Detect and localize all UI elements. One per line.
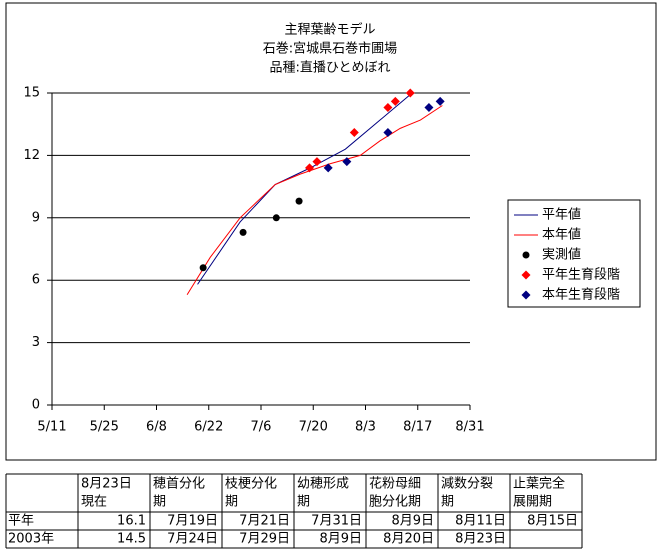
series-line [197, 92, 413, 285]
data-point [405, 88, 415, 98]
data-point [312, 157, 322, 167]
data-point [239, 228, 247, 236]
table-cell: 2003年 [8, 532, 54, 547]
x-tick-label: 6/22 [194, 420, 223, 435]
table-header: 止葉完全 [513, 476, 565, 492]
legend-label: 本年値 [542, 227, 581, 243]
table-cell: 16.1 [117, 514, 146, 529]
table-cell: 14.5 [117, 532, 146, 547]
y-tick-label: 3 [32, 335, 40, 350]
y-tick-label: 0 [32, 398, 40, 413]
legend-swatch [521, 270, 531, 280]
x-tick-label: 6/8 [146, 420, 167, 435]
x-tick-label: 5/25 [90, 420, 119, 435]
table-cell: 8月20日 [383, 532, 434, 547]
x-tick-label: 8/17 [403, 420, 432, 435]
table-cell: 7月31日 [311, 514, 362, 529]
table-header: 期 [441, 495, 454, 510]
table-header: 穂首分化 [153, 477, 205, 492]
data-point [199, 264, 207, 272]
data-point [323, 163, 333, 173]
legend-label: 本年生育段階 [542, 287, 620, 303]
table-header: 枝梗分化 [225, 477, 277, 492]
table-cell: 7月21日 [239, 514, 290, 529]
chart-subtitle: 品種:直播ひとめぼれ [270, 60, 391, 76]
data-point [342, 157, 352, 167]
y-tick-label: 6 [32, 273, 40, 288]
data-point [295, 197, 303, 205]
table-cell: 8月9日 [319, 532, 362, 547]
table-header: 期 [153, 495, 166, 510]
table-header: 減数分裂 [441, 476, 493, 492]
y-tick-label: 12 [23, 148, 40, 163]
x-tick-label: 5/11 [37, 420, 66, 435]
table-cell: 7月29日 [239, 532, 290, 547]
x-tick-label: 8/31 [455, 420, 484, 435]
y-tick-label: 15 [23, 86, 40, 101]
data-point [383, 103, 393, 113]
chart-subtitle: 石巻:宮城県石巻市圃場 [263, 41, 397, 57]
x-tick-label: 7/6 [251, 420, 272, 435]
legend-swatch [521, 290, 531, 300]
data-point [305, 163, 315, 173]
data-point [272, 214, 280, 222]
table-cell: 平年 [8, 514, 34, 529]
data-point [424, 103, 434, 113]
x-tick-label: 7/20 [299, 420, 328, 435]
data-point [435, 96, 445, 106]
table-cell: 7月24日 [167, 532, 218, 547]
legend-swatch [522, 251, 530, 259]
legend-label: 平年生育段階 [542, 267, 620, 283]
legend-box [507, 199, 641, 308]
table-header: 期 [225, 495, 238, 510]
series-line [186, 105, 443, 296]
table-header: 期 [297, 495, 310, 510]
table-header: 展開期 [513, 495, 552, 510]
table-cell: 8月11日 [455, 514, 506, 529]
table-cell: 8月15日 [527, 514, 578, 529]
chart-title: 主稈葉齢モデル [284, 22, 375, 38]
table-header: 現在 [81, 495, 107, 510]
table-cell: 8月9日 [391, 514, 434, 529]
x-tick-label: 8/3 [355, 420, 376, 435]
table-cell: 8月23日 [455, 532, 506, 547]
y-tick-label: 9 [32, 210, 40, 225]
chart-frame [5, 2, 657, 461]
data-point [390, 96, 400, 106]
table-header: 8月23日 [81, 477, 132, 492]
table-header: 胞分化期 [369, 495, 421, 510]
legend-label: 平年値 [542, 207, 581, 223]
data-point [383, 128, 393, 138]
table-header: 花粉母細 [369, 476, 421, 492]
table-cell: 7月19日 [167, 514, 218, 529]
table-header: 幼穂形成 [297, 477, 349, 492]
data-point [349, 128, 359, 138]
legend-label: 実測値 [542, 247, 581, 263]
